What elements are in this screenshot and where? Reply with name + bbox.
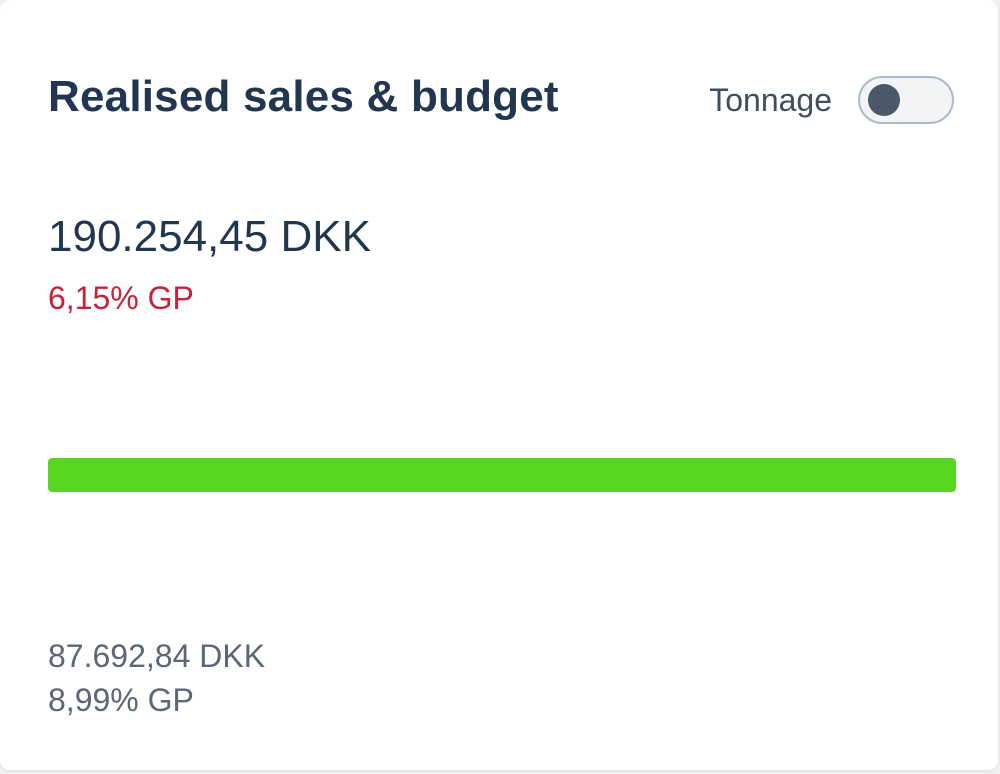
realised-gp-percent: 6,15% GP: [48, 280, 194, 316]
budget-amount: 87.692,84 DKK: [48, 638, 266, 674]
sales-progress-fill: [48, 458, 956, 492]
realised-sales-amount: 190.254,45 DKK: [48, 212, 371, 261]
card-title: Realised sales & budget: [48, 72, 559, 121]
toggle-knob: [868, 84, 900, 116]
sales-progress-bar: [48, 458, 956, 492]
tonnage-toggle-group: Tonnage: [709, 74, 954, 126]
budget-gp-percent: 8,99% GP: [48, 682, 194, 718]
tonnage-toggle-label: Tonnage: [709, 81, 832, 118]
tonnage-toggle[interactable]: [858, 76, 954, 124]
